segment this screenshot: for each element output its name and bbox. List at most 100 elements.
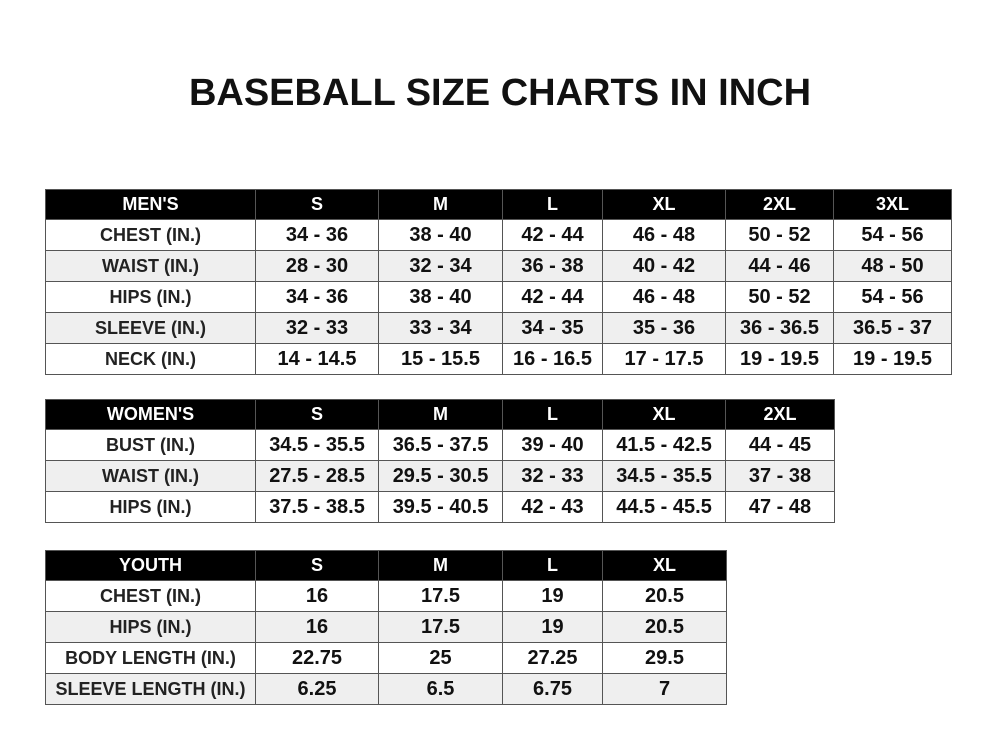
size-column-header: XL — [602, 189, 726, 220]
size-value-cell: 16 - 16.5 — [502, 343, 603, 375]
measurement-label: HIPS (IN.) — [45, 611, 256, 643]
table-row: HIPS (IN.) 16 17.5 19 20.5 — [45, 611, 727, 643]
measurement-label: SLEEVE (IN.) — [45, 312, 256, 344]
measurement-label: CHEST (IN.) — [45, 219, 256, 251]
size-value-cell: 47 - 48 — [725, 491, 835, 523]
size-value-cell: 37.5 - 38.5 — [255, 491, 379, 523]
size-value-cell: 44 - 45 — [725, 429, 835, 461]
table-category-header: YOUTH — [45, 550, 256, 581]
size-column-header: S — [255, 550, 379, 581]
measurement-label: BUST (IN.) — [45, 429, 256, 461]
size-value-cell: 19 — [502, 580, 603, 612]
size-value-cell: 27.5 - 28.5 — [255, 460, 379, 492]
size-value-cell: 6.25 — [255, 673, 379, 705]
size-column-header: XL — [602, 399, 726, 430]
size-column-header: 2XL — [725, 189, 834, 220]
size-value-cell: 36.5 - 37.5 — [378, 429, 503, 461]
size-value-cell: 16 — [255, 580, 379, 612]
size-value-cell: 27.25 — [502, 642, 603, 674]
size-value-cell: 46 - 48 — [602, 281, 726, 313]
size-column-header: M — [378, 189, 503, 220]
size-value-cell: 48 - 50 — [833, 250, 952, 282]
size-value-cell: 14 - 14.5 — [255, 343, 379, 375]
size-column-header: L — [502, 399, 603, 430]
size-value-cell: 36 - 38 — [502, 250, 603, 282]
size-value-cell: 34.5 - 35.5 — [255, 429, 379, 461]
table-category-header: MEN'S — [45, 189, 256, 220]
measurement-label: HIPS (IN.) — [45, 281, 256, 313]
table-row: SLEEVE LENGTH (IN.) 6.25 6.5 6.75 7 — [45, 673, 727, 705]
size-column-header: 3XL — [833, 189, 952, 220]
size-value-cell: 19 — [502, 611, 603, 643]
size-value-cell: 42 - 44 — [502, 219, 603, 251]
table-row: WAIST (IN.) 28 - 30 32 - 34 36 - 38 40 - 42 4… — [45, 250, 952, 282]
size-value-cell: 6.75 — [502, 673, 603, 705]
measurement-label: NECK (IN.) — [45, 343, 256, 375]
size-value-cell: 7 — [602, 673, 727, 705]
size-value-cell: 41.5 - 42.5 — [602, 429, 726, 461]
size-value-cell: 40 - 42 — [602, 250, 726, 282]
size-value-cell: 20.5 — [602, 611, 727, 643]
size-value-cell: 19 - 19.5 — [833, 343, 952, 375]
size-value-cell: 54 - 56 — [833, 281, 952, 313]
size-value-cell: 17 - 17.5 — [602, 343, 726, 375]
size-value-cell: 6.5 — [378, 673, 503, 705]
size-value-cell: 50 - 52 — [725, 219, 834, 251]
size-value-cell: 32 - 33 — [255, 312, 379, 344]
table-row: NECK (IN.) 14 - 14.5 15 - 15.5 16 - 16.5 17 … — [45, 343, 952, 375]
size-value-cell: 25 — [378, 642, 503, 674]
table-row: BUST (IN.) 34.5 - 35.5 36.5 - 37.5 39 - 40 4… — [45, 429, 835, 461]
size-column-header: M — [378, 399, 503, 430]
table-header-row: MEN'S S M L XL 2XL 3XL — [45, 189, 952, 220]
table-row: CHEST (IN.) 34 - 36 38 - 40 42 - 44 46 - 48 5… — [45, 219, 952, 251]
size-value-cell: 37 - 38 — [725, 460, 835, 492]
measurement-label: BODY LENGTH (IN.) — [45, 642, 256, 674]
size-value-cell: 32 - 34 — [378, 250, 503, 282]
womens-size-table: WOMEN'S S M L XL 2XL BUST (IN.) 34.5 - 35.5 36.5… — [45, 399, 835, 523]
size-value-cell: 20.5 — [602, 580, 727, 612]
table-header-row: YOUTH S M L XL — [45, 550, 727, 581]
size-value-cell: 34 - 36 — [255, 281, 379, 313]
size-column-header: 2XL — [725, 399, 835, 430]
size-column-header: L — [502, 189, 603, 220]
size-value-cell: 34 - 35 — [502, 312, 603, 344]
size-value-cell: 34 - 36 — [255, 219, 379, 251]
table-row: WAIST (IN.) 27.5 - 28.5 29.5 - 30.5 32 - 33… — [45, 460, 835, 492]
measurement-label: HIPS (IN.) — [45, 491, 256, 523]
size-value-cell: 22.75 — [255, 642, 379, 674]
size-value-cell: 33 - 34 — [378, 312, 503, 344]
measurement-label: CHEST (IN.) — [45, 580, 256, 612]
size-column-header: S — [255, 189, 379, 220]
size-value-cell: 54 - 56 — [833, 219, 952, 251]
size-value-cell: 35 - 36 — [602, 312, 726, 344]
size-value-cell: 46 - 48 — [602, 219, 726, 251]
table-row: SLEEVE (IN.) 32 - 33 33 - 34 34 - 35 35 - 36… — [45, 312, 952, 344]
size-value-cell: 42 - 44 — [502, 281, 603, 313]
size-value-cell: 17.5 — [378, 611, 503, 643]
size-value-cell: 38 - 40 — [378, 281, 503, 313]
size-value-cell: 29.5 — [602, 642, 727, 674]
size-value-cell: 36 - 36.5 — [725, 312, 834, 344]
measurement-label: WAIST (IN.) — [45, 250, 256, 282]
size-value-cell: 50 - 52 — [725, 281, 834, 313]
size-value-cell: 38 - 40 — [378, 219, 503, 251]
size-value-cell: 36.5 - 37 — [833, 312, 952, 344]
size-value-cell: 29.5 - 30.5 — [378, 460, 503, 492]
size-column-header: XL — [602, 550, 727, 581]
size-value-cell: 16 — [255, 611, 379, 643]
mens-size-table: MEN'S S M L XL 2XL 3XL CHEST (IN.) 34 - 36 38 - 4… — [45, 189, 952, 375]
size-column-header: M — [378, 550, 503, 581]
table-row: HIPS (IN.) 37.5 - 38.5 39.5 - 40.5 42 - 43 4… — [45, 491, 835, 523]
size-value-cell: 44 - 46 — [725, 250, 834, 282]
size-value-cell: 39 - 40 — [502, 429, 603, 461]
table-category-header: WOMEN'S — [45, 399, 256, 430]
size-value-cell: 28 - 30 — [255, 250, 379, 282]
size-value-cell: 39.5 - 40.5 — [378, 491, 503, 523]
table-row: HIPS (IN.) 34 - 36 38 - 40 42 - 44 46 - 48 50… — [45, 281, 952, 313]
size-column-header: S — [255, 399, 379, 430]
size-value-cell: 15 - 15.5 — [378, 343, 503, 375]
size-column-header: L — [502, 550, 603, 581]
table-header-row: WOMEN'S S M L XL 2XL — [45, 399, 835, 430]
measurement-label: SLEEVE LENGTH (IN.) — [45, 673, 256, 705]
measurement-label: WAIST (IN.) — [45, 460, 256, 492]
